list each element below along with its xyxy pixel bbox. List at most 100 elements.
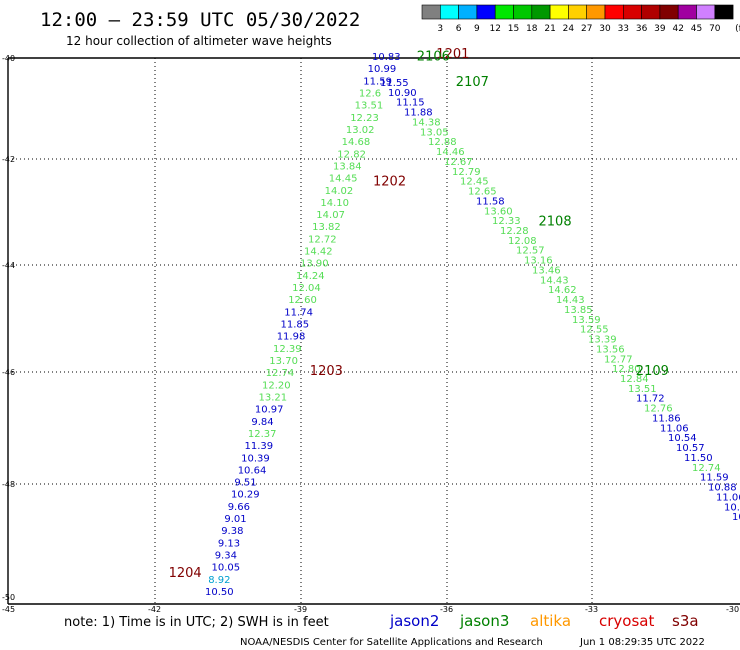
wave-height-value: 12.82 xyxy=(337,149,366,160)
wave-height-value: 11.59 xyxy=(700,473,729,484)
wave-height-value: 11.06 xyxy=(660,423,689,434)
lon-label: -30 xyxy=(726,605,739,614)
colorbar-label: 15 xyxy=(508,24,519,34)
wave-height-value: 13.02 xyxy=(346,125,375,136)
wave-height-value: 12.39 xyxy=(273,344,302,355)
wave-height-value: 11.88 xyxy=(404,108,433,119)
colorbar-label: 45 xyxy=(691,24,702,34)
wave-height-value: 11.59 xyxy=(363,76,392,87)
colorbar-swatch xyxy=(531,4,551,20)
wave-height-value: 14.07 xyxy=(316,210,345,221)
wave-height-value: 13.82 xyxy=(312,222,341,233)
grid-lines xyxy=(8,58,740,604)
wave-height-value: 12.55 xyxy=(580,325,609,336)
wave-height-value: 11.55 xyxy=(380,78,409,89)
wave-height-value: 13.05 xyxy=(420,127,449,138)
note-text: note: 1) Time is in UTC; 2) SWH is in fe… xyxy=(64,615,329,630)
page-subtitle: 12 hour collection of altimeter wave hei… xyxy=(66,34,332,48)
colorbar-label: 24 xyxy=(563,24,575,34)
satellite-cryosat: cryosat xyxy=(599,612,654,630)
colorbar-label: 42 xyxy=(672,24,683,34)
wave-height-value: 13.21 xyxy=(259,393,288,404)
wave-height-value: 11.72 xyxy=(636,394,665,405)
colorbar-swatch xyxy=(458,4,478,20)
wave-height-value: 12.65 xyxy=(468,187,497,198)
wave-height-value: 12.23 xyxy=(350,113,379,124)
wave-height-value: 12.57 xyxy=(516,246,545,257)
wave-height-value: 13.46 xyxy=(532,266,561,277)
wave-height-value: 9.84 xyxy=(251,417,273,428)
colorbar-label: 30 xyxy=(599,24,611,34)
wave-height-value: 13.39 xyxy=(588,335,617,346)
time-marker: 1201 xyxy=(436,47,469,62)
wave-height-value: 12.67 xyxy=(444,157,473,168)
lat-label: -40 xyxy=(2,54,15,63)
wave-height-value: 14.38 xyxy=(412,118,441,129)
wave-height-value: 13.51 xyxy=(628,384,657,395)
time-marker: 2107 xyxy=(456,75,489,90)
colorbar-swatch xyxy=(677,4,697,20)
lon-label: -42 xyxy=(148,605,161,614)
colorbar-label: 18 xyxy=(526,24,538,34)
time-marker: 2106 xyxy=(417,50,450,65)
lat-label: -42 xyxy=(2,155,15,164)
lon-label: -33 xyxy=(585,605,598,614)
wave-height-value: 9.13 xyxy=(218,538,240,549)
time-marker: 2108 xyxy=(539,214,572,229)
wave-height-value: 14.43 xyxy=(540,275,569,286)
wave-height-value: 12.08 xyxy=(508,236,537,247)
wave-height-value: 10.90 xyxy=(388,88,417,99)
wave-height-value: 11.86 xyxy=(652,414,681,425)
wave-height-value: 9.38 xyxy=(221,526,243,537)
colorbar-label: 27 xyxy=(581,24,592,34)
wave-height-value: 13.60 xyxy=(484,206,513,217)
wave-height-value: 12.33 xyxy=(492,216,521,227)
colorbar-swatch xyxy=(641,4,661,20)
lat-label: -50 xyxy=(2,593,15,602)
colorbar-swatch xyxy=(696,4,716,20)
footer-timestamp: Jun 1 08:29:35 UTC 2022 xyxy=(579,637,705,648)
wave-height-value: 14.68 xyxy=(342,137,371,148)
wave-height-value: 10.83 xyxy=(372,52,401,63)
wave-height-value: 14.42 xyxy=(304,247,333,258)
satellite-altika: altika xyxy=(530,612,571,630)
wave-height-value: 9.66 xyxy=(228,502,250,513)
colorbar-label: 39 xyxy=(654,24,666,34)
wave-height-value: 10.54 xyxy=(668,433,697,444)
wave-height-value: 12.77 xyxy=(604,354,633,365)
wave-height-value: 14.43 xyxy=(556,295,585,306)
plot-frame xyxy=(7,57,740,605)
colorbar-swatch xyxy=(513,4,533,20)
wave-height-value: 14.45 xyxy=(329,174,358,185)
wave-height-value: 11.06 xyxy=(716,492,740,503)
colorbar-swatch xyxy=(568,4,588,20)
colorbar-swatch xyxy=(622,4,642,20)
satellite-jason2: jason2 xyxy=(389,612,439,630)
wave-height-value: 10.97 xyxy=(255,405,284,416)
wave-height-value: 9.34 xyxy=(215,551,237,562)
wave-height-value: 10.4 xyxy=(732,512,740,523)
time-marker: 2109 xyxy=(636,364,669,379)
footer-credit: NOAA/NESDIS Center for Satellite Applica… xyxy=(240,637,543,648)
time-marker: 1202 xyxy=(373,175,406,190)
colorbar-swatch xyxy=(494,4,514,20)
colorbar-label: 3 xyxy=(437,24,443,34)
colorbar-label: 6 xyxy=(456,24,462,34)
wave-height-value: 12.80 xyxy=(612,364,641,375)
lon-label: -39 xyxy=(294,605,307,614)
lat-label: -46 xyxy=(2,368,15,377)
lat-labels: -40 -42 -44 -46 -48 -50 xyxy=(2,54,15,602)
wave-height-value: 13.59 xyxy=(572,315,601,326)
colorbar-label: 70 xyxy=(709,24,721,34)
wave-height-value: 13.85 xyxy=(564,305,593,316)
wave-height-value: 12.72 xyxy=(308,234,337,245)
wave-height-value: 12.79 xyxy=(452,167,481,178)
satellite-jason3: jason3 xyxy=(459,612,509,630)
wave-height-value: 12.37 xyxy=(248,429,277,440)
wave-height-value: 12.60 xyxy=(288,295,317,306)
wave-height-value: 14.46 xyxy=(436,147,465,158)
wave-height-value: 11.50 xyxy=(684,453,713,464)
wave-height-value: 12.04 xyxy=(292,283,321,294)
